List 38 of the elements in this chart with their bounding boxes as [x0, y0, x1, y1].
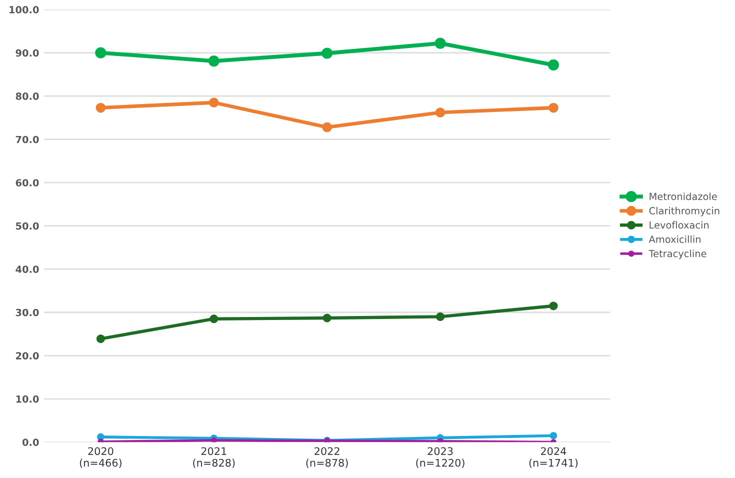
point: [96, 102, 106, 113]
point: [549, 302, 558, 310]
legend-label: Clarithromycin: [649, 206, 720, 216]
point: [548, 102, 558, 113]
point: [210, 314, 218, 324]
point: [434, 38, 446, 49]
point: [322, 122, 332, 132]
point: [435, 108, 446, 118]
point: [322, 48, 333, 59]
x-tick-label: 2020 (n=466): [80, 447, 122, 468]
point: [436, 312, 445, 322]
legend-label: Tetracycline: [648, 250, 706, 260]
y-tick-label: 50.0: [16, 222, 39, 230]
point: [210, 437, 217, 442]
point: [95, 47, 106, 58]
x-tick-label: 2024 (n=1741): [529, 447, 578, 468]
y-tick-label: 30.0: [16, 308, 39, 316]
y-tick-label: 10.0: [16, 395, 39, 403]
point: [550, 432, 558, 440]
x-tick-label: 2022 (n=878): [306, 447, 348, 468]
y-tick-label: 90.0: [16, 49, 39, 57]
y-tick-label: 100.0: [10, 6, 39, 14]
y-tick-label: 70.0: [16, 136, 39, 144]
legend-label: Amoxicillin: [648, 235, 700, 243]
y-tick-label: 80.0: [16, 92, 39, 100]
point: [322, 314, 332, 322]
y-tick-label: 20.0: [16, 352, 39, 360]
y-tick-label: 60.0: [16, 179, 39, 186]
legend-label: Metronidazole: [650, 192, 717, 200]
x-tick-label: 2023 (n=1220): [416, 447, 464, 468]
x-tick-label: 2021 (n=828): [193, 447, 235, 468]
point: [208, 98, 219, 108]
y-tick-label: 0.0: [22, 438, 39, 446]
legend-label: Levofloxacin: [650, 221, 709, 229]
point: [96, 334, 105, 344]
point: [548, 59, 560, 70]
point: [208, 55, 220, 67]
y-tick-label: 40.0: [16, 266, 39, 273]
